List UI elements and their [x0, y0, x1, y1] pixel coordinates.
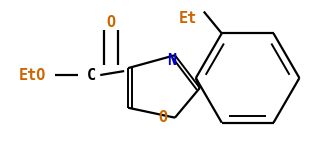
Text: Et: Et	[179, 11, 197, 26]
Text: EtO: EtO	[19, 68, 46, 83]
Text: C: C	[87, 68, 96, 83]
Text: O: O	[159, 110, 167, 125]
Text: N: N	[167, 53, 176, 68]
Text: O: O	[107, 15, 116, 30]
